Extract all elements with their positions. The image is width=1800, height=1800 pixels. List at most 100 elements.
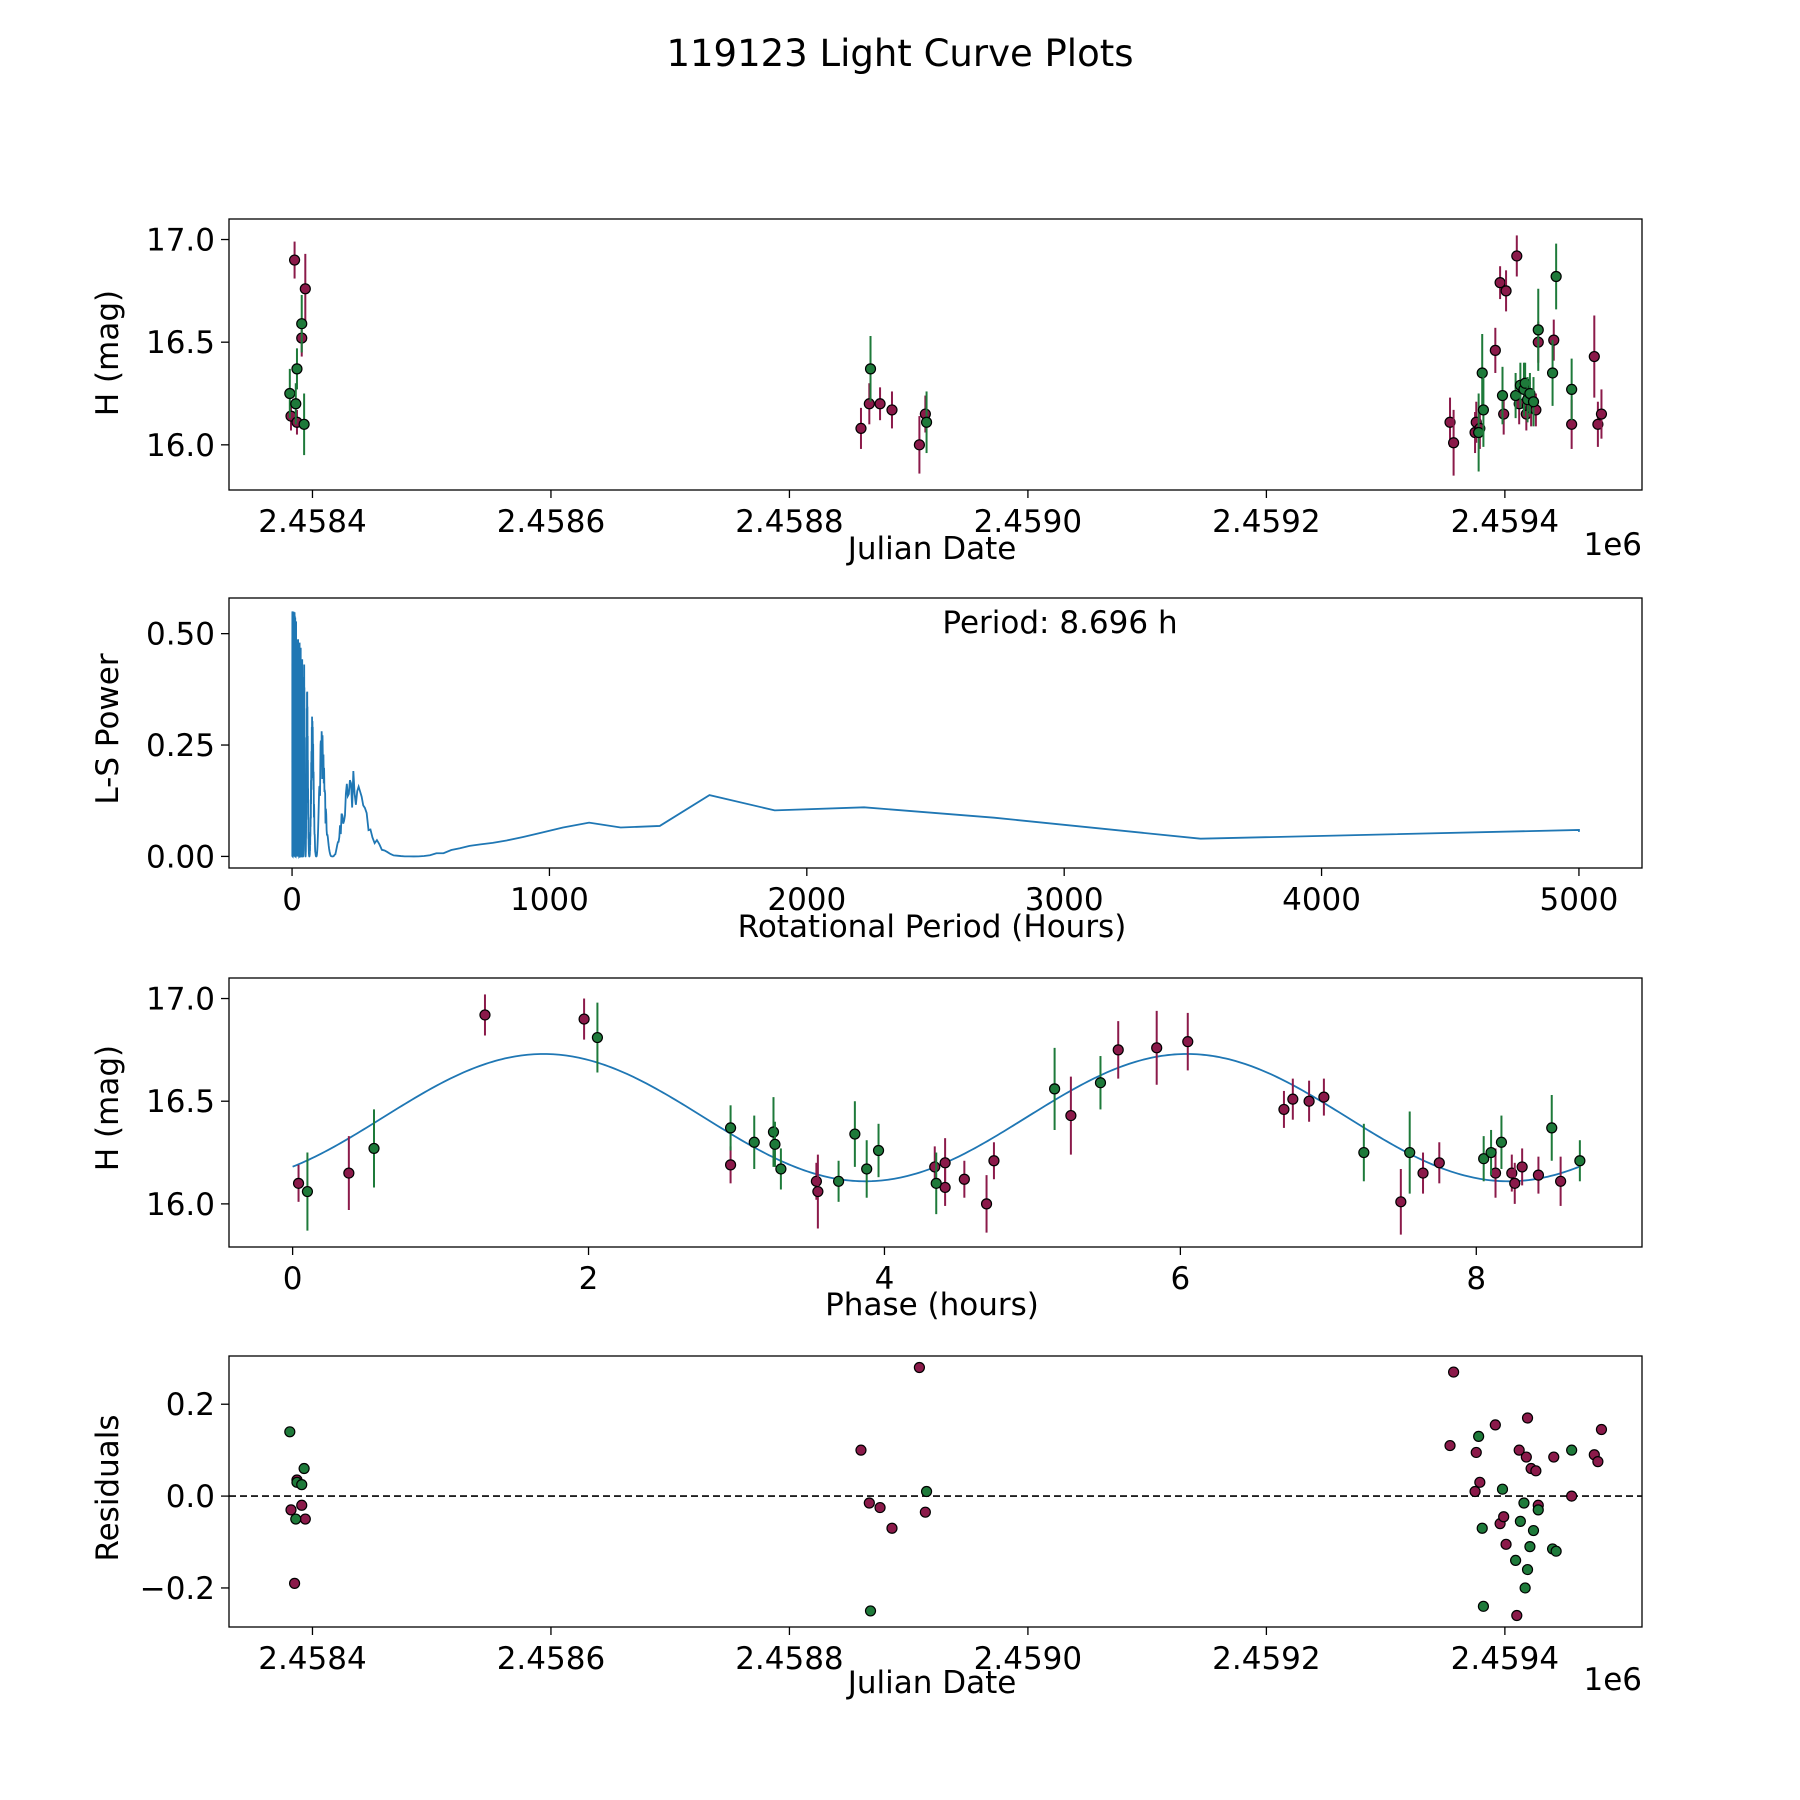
data-point: [1514, 1515, 1526, 1527]
y-axis-label: L-S Power: [90, 653, 126, 804]
data-point: [290, 398, 302, 410]
axes-frame: [228, 1355, 1643, 1628]
data-point: [913, 1361, 926, 1374]
data-point: [863, 398, 875, 410]
data-point: [1404, 1146, 1416, 1159]
axes-frame: [228, 977, 1643, 1248]
data-point: [1395, 1196, 1407, 1208]
data-point: [1521, 1563, 1534, 1576]
plot-area: [284, 235, 1608, 476]
data-point: [864, 1605, 877, 1617]
data-point: [288, 254, 301, 266]
data-point: [724, 1159, 737, 1171]
figure-title: 119123 Light Curve Plots: [666, 32, 1133, 75]
data-point: [591, 1031, 604, 1044]
data-point: [1049, 1083, 1061, 1095]
data-point: [855, 1444, 867, 1456]
data-point: [775, 1163, 787, 1175]
data-point: [913, 439, 926, 451]
x-tick-label: 2.4588: [735, 504, 843, 540]
data-point: [919, 1506, 931, 1518]
data-point: [1496, 1483, 1509, 1495]
data-point: [1065, 1109, 1077, 1122]
data-point: [298, 1462, 310, 1475]
data-point: [1447, 1366, 1460, 1378]
data-point: [1478, 1153, 1490, 1165]
data-point: [1527, 396, 1540, 408]
data-point: [1519, 1582, 1531, 1594]
y-tick-label: 16.5: [146, 1084, 215, 1120]
data-point: [1520, 1451, 1532, 1463]
data-point: [1489, 1419, 1501, 1431]
data-point: [1516, 1161, 1528, 1173]
x-tick-label: 0: [282, 882, 302, 918]
data-point: [1182, 1036, 1194, 1048]
data-point: [1524, 1541, 1536, 1553]
data-point: [724, 1122, 737, 1134]
data-point: [296, 1499, 308, 1511]
data-point: [864, 363, 877, 375]
y-tick-label: 0.0: [166, 1479, 215, 1515]
x-tick-label: 8: [1466, 1261, 1486, 1297]
light-curve-panel: H (mag) Julian Date 1e6 2.4584 2.4586 2.45…: [90, 218, 1643, 567]
data-point: [1485, 1146, 1497, 1159]
data-point: [1469, 1485, 1481, 1498]
data-point: [1473, 1430, 1485, 1442]
data-point: [1530, 1465, 1542, 1477]
data-point: [1477, 404, 1490, 416]
data-point: [1511, 250, 1523, 262]
data-point: [1510, 1554, 1522, 1566]
data-point: [1417, 1167, 1429, 1179]
data-point: [1527, 1524, 1540, 1537]
data-point: [1444, 1439, 1456, 1452]
y-axis-label: H (mag): [90, 1045, 126, 1171]
data-point: [874, 398, 886, 410]
data-point: [288, 1577, 301, 1589]
phase-folded-panel: H (mag) Phase (hours) 0 2 4 6 8 16.0 16.5 17.0: [90, 977, 1643, 1323]
plot-area: [229, 1361, 1642, 1622]
data-point: [769, 1138, 781, 1150]
data-point: [1489, 344, 1501, 356]
y-tick-label: 17.0: [146, 982, 215, 1018]
data-point: [1476, 1522, 1488, 1534]
data-point: [1500, 285, 1512, 297]
data-point: [930, 1177, 942, 1189]
data-point: [988, 1155, 1000, 1167]
x-axis-label: Julian Date: [846, 531, 1017, 567]
data-point: [980, 1198, 993, 1210]
data-point: [1550, 270, 1562, 283]
data-point: [1470, 1446, 1482, 1459]
data-point: [1278, 1103, 1290, 1116]
data-point: [874, 1501, 886, 1514]
x-axis-offset-label: 1e6: [1583, 527, 1642, 563]
x-tick-label: 2.4592: [1212, 1641, 1320, 1677]
x-axis-label: Julian Date: [846, 1665, 1017, 1701]
data-point: [1513, 1444, 1525, 1456]
data-point: [290, 1513, 302, 1525]
data-point: [1151, 1042, 1163, 1054]
data-point: [1566, 1490, 1578, 1502]
data-point: [1532, 1169, 1545, 1181]
residuals-panel: Residuals Julian Date 1e6 2.4584 2.4586 2.…: [90, 1355, 1643, 1701]
data-point: [1550, 1545, 1562, 1557]
data-point: [298, 418, 310, 430]
data-point: [1592, 418, 1604, 430]
data-point: [296, 1479, 308, 1491]
x-tick-label: 2.4584: [258, 504, 366, 540]
data-point: [872, 1144, 885, 1157]
data-point: [291, 363, 303, 375]
data-point: [1476, 367, 1488, 379]
data-point: [1532, 1504, 1544, 1516]
data-point: [1358, 1146, 1370, 1159]
data-point: [1495, 1136, 1508, 1148]
periodogram-line: [291, 611, 1580, 859]
data-point: [1498, 408, 1510, 420]
y-tick-label: −0.2: [140, 1571, 215, 1607]
data-point: [284, 1426, 296, 1438]
data-point: [861, 1163, 873, 1175]
axes-frame: [228, 218, 1643, 491]
data-point: [284, 387, 296, 400]
data-point: [1496, 389, 1509, 402]
data-point: [1519, 377, 1531, 389]
